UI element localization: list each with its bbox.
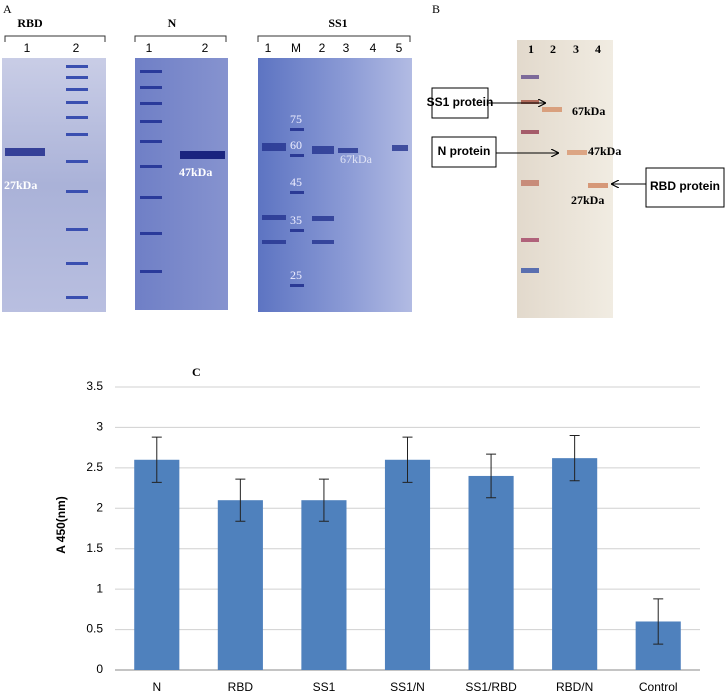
y-tick-label: 3.5	[86, 379, 103, 393]
band-label: 47kDa	[179, 165, 212, 179]
bar	[301, 500, 347, 670]
gel-title: SS1	[328, 16, 347, 30]
x-tick-label: RBD/N	[556, 680, 593, 694]
error-bar	[486, 453, 497, 499]
marker-label: 60	[290, 138, 302, 152]
marker-label: 75	[290, 112, 302, 126]
x-tick-label: N	[152, 680, 161, 694]
error-bar	[653, 598, 664, 645]
marker-label: 45	[290, 175, 302, 189]
size-label: 67kDa	[572, 104, 605, 118]
error-bar	[569, 435, 580, 482]
lane-label: 2	[550, 42, 556, 56]
lane-label: 1	[265, 41, 272, 55]
marker-band	[290, 154, 304, 157]
callout-box	[431, 136, 497, 168]
blot-image	[517, 40, 613, 318]
lane-label: 2	[73, 41, 80, 55]
bracket	[4, 35, 106, 42]
y-axis-label: A 450(nm)	[54, 496, 68, 554]
y-tick-label: 2	[96, 500, 103, 514]
marker-band	[290, 229, 304, 232]
ladder	[66, 65, 88, 299]
marker-lane: 75 60 45 35 25	[290, 112, 304, 287]
bar	[552, 458, 598, 670]
callout-label: SS1 protein	[427, 95, 494, 109]
x-tick-label: SS1/RBD	[465, 680, 517, 694]
bar	[384, 459, 431, 670]
lane-label: 3	[573, 42, 579, 56]
lane-label: 1	[528, 42, 534, 56]
size-label: 27kDa	[571, 193, 604, 207]
marker-label: 35	[290, 213, 302, 227]
x-tick-label: SS1	[313, 680, 336, 694]
x-tick-label: Control	[639, 680, 678, 694]
error-bar	[318, 478, 329, 522]
panel-label: B	[432, 2, 440, 16]
bar	[468, 475, 514, 670]
marker-band	[290, 284, 304, 287]
panel-label: A	[3, 2, 12, 16]
bar	[217, 500, 263, 670]
y-tick-label: 1	[96, 581, 103, 595]
x-tick-label: RBD	[228, 680, 254, 694]
y-tick-label: 1.5	[86, 541, 103, 555]
gel-image	[258, 58, 412, 312]
band-label: 67kDa	[340, 152, 373, 166]
callout-label: RBD protein	[650, 179, 720, 193]
marker-band	[290, 191, 304, 194]
y-tick-label: 0.5	[86, 622, 103, 636]
error-bar	[235, 478, 246, 522]
y-tick-label: 0	[96, 662, 103, 676]
marker-band	[290, 128, 304, 131]
gel-title: N	[168, 16, 177, 30]
lane-label: 2	[202, 41, 209, 55]
x-tick-label: SS1/N	[390, 680, 425, 694]
panel-label: C	[192, 365, 201, 379]
lane-label: 3	[343, 41, 350, 55]
band-label: 27kDa	[4, 178, 37, 192]
gel-band	[180, 151, 225, 159]
bracket	[257, 35, 411, 42]
callout-label: N protein	[438, 144, 491, 158]
y-tick-label: 2.5	[86, 460, 103, 474]
lane-label: 1	[146, 41, 153, 55]
gel-band	[5, 148, 45, 156]
bracket	[134, 35, 227, 42]
gel-image	[2, 58, 106, 312]
blot-bands	[521, 75, 608, 273]
lane-label: 4	[370, 41, 377, 55]
marker-label: 25	[290, 268, 302, 282]
gel-bands	[262, 143, 408, 244]
ladder	[140, 70, 162, 273]
gel-image	[135, 58, 228, 310]
lane-label: 5	[396, 41, 403, 55]
error-bar	[151, 436, 162, 483]
lane-label: M	[291, 41, 301, 55]
y-tick-label: 3	[96, 420, 103, 434]
size-label: 47kDa	[588, 144, 621, 158]
lane-label: 1	[24, 41, 31, 55]
lane-label: 4	[595, 42, 601, 56]
callout-box	[645, 167, 725, 208]
error-bar	[402, 436, 413, 483]
lane-label: 2	[319, 41, 326, 55]
gel-title: RBD	[17, 16, 43, 30]
bar	[134, 459, 180, 670]
